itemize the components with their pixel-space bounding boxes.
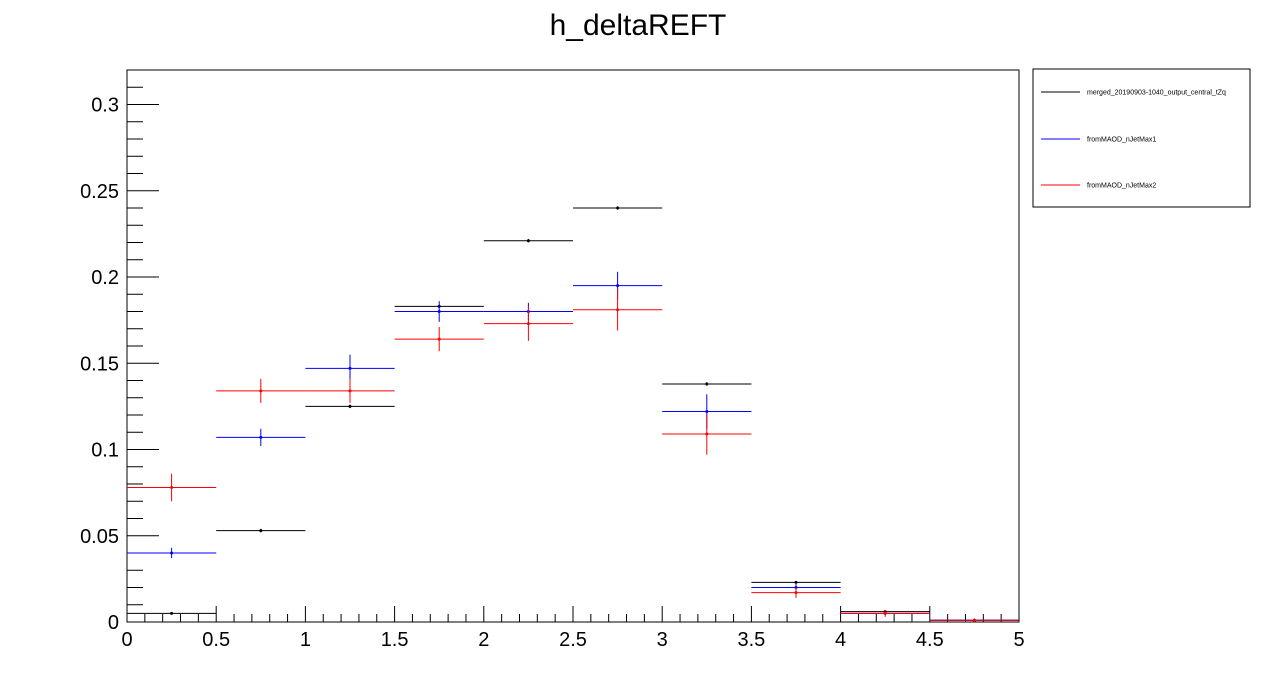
data-point [705,432,709,436]
y-tick-label: 0.2 [91,267,119,289]
data-point [348,389,352,393]
y-tick-label: 0 [108,612,119,634]
data-point [259,529,263,533]
x-tick-label: 3.5 [737,629,765,651]
data-point [972,618,976,622]
x-tick-label: 0 [121,629,132,651]
data-point [616,206,620,210]
data-point [705,382,709,386]
series-1 [127,271,1019,622]
data-point [348,366,352,370]
x-tick-label: 0.5 [202,629,230,651]
data-point [170,485,174,489]
y-tick-label: 0.05 [80,526,119,548]
data-point [794,580,798,584]
data-point [259,389,263,393]
legend-label: fromMAOD_nJetMax1 [1087,137,1156,144]
data-point [616,284,620,288]
x-tick-label: 1.5 [381,629,409,651]
x-tick-label: 1 [300,629,311,651]
legend-label: fromMAOD_nJetMax2 [1087,183,1156,190]
data-point [526,239,530,243]
y-tick-label: 0.1 [91,440,119,462]
data-point [794,591,798,595]
series-2 [127,289,1019,622]
data-point [616,308,620,312]
data-point [348,404,352,408]
x-tick-label: 4 [835,629,846,651]
y-tick-label: 0.3 [91,95,119,117]
plot-frame [126,69,1020,623]
x-axis: 0 0.5 1 1.5 2 2.5 3 3.5 4 4.5 5 [121,606,1025,651]
series-0 [127,206,1019,622]
x-tick-label: 5 [1013,629,1024,651]
x-tick-label: 4.5 [916,629,944,651]
data-point [437,310,441,313]
data-point [437,337,441,341]
y-tick-label: 0.15 [80,353,119,375]
data-point [170,611,174,615]
y-axis: 0 0.05 0.1 0.15 0.2 0.25 0.3 [80,86,159,634]
data-point [883,611,887,615]
data-point [170,551,174,555]
chart-title: h_deltaREFT [550,9,727,42]
legend: merged_20190903-1040_output_central_tZqf… [1032,68,1251,208]
data-point [526,322,530,326]
data-point [259,435,263,439]
x-tick-label: 2 [478,629,489,651]
data-series [127,206,1019,622]
legend-label: merged_20190903-1040_output_central_tZq [1087,90,1226,97]
data-point [705,410,709,414]
x-tick-label: 3 [657,629,668,651]
x-tick-label: 2.5 [559,629,587,651]
y-tick-label: 0.25 [80,181,119,203]
